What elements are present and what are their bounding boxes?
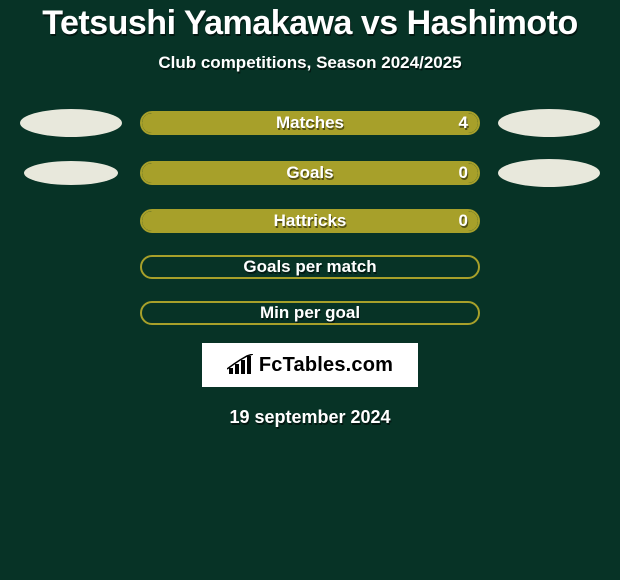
page-title: Tetsushi Yamakawa vs Hashimoto [0,4,620,43]
stat-row: Min per goal [0,301,620,325]
subtitle: Club competitions, Season 2024/2025 [0,53,620,73]
side-pill-right [498,109,600,137]
stat-label: Goals per match [142,257,478,277]
side-pill-left [20,109,122,137]
brand-box: FcTables.com [202,343,418,387]
side-pill-left [24,161,118,185]
stat-right-side [498,159,600,187]
infographic-root: Tetsushi Yamakawa vs Hashimoto Club comp… [0,0,620,580]
stat-left-side [20,161,122,185]
stat-bar-fill [142,163,478,183]
stat-label: Min per goal [142,303,478,323]
brand-bars-icon [227,354,253,376]
stats-list: Matches4 Goals0 Hattricks0 Goals per match M… [0,109,620,325]
stat-bar: Min per goal [140,301,480,325]
brand-text: FcTables.com [259,354,393,377]
stat-row: Goals per match [0,255,620,279]
stat-right-side [498,109,600,137]
side-pill-right [498,159,600,187]
stat-bar: Matches4 [140,111,480,135]
stat-row: Goals0 [0,159,620,187]
stat-bar: Hattricks0 [140,209,480,233]
date-text: 19 september 2024 [0,407,620,428]
stat-left-side [20,109,122,137]
stat-bar-fill [142,211,478,231]
stat-bar: Goals per match [140,255,480,279]
stat-bar: Goals0 [140,161,480,185]
stat-row: Hattricks0 [0,209,620,233]
stat-bar-fill [142,113,478,133]
stat-row: Matches4 [0,109,620,137]
